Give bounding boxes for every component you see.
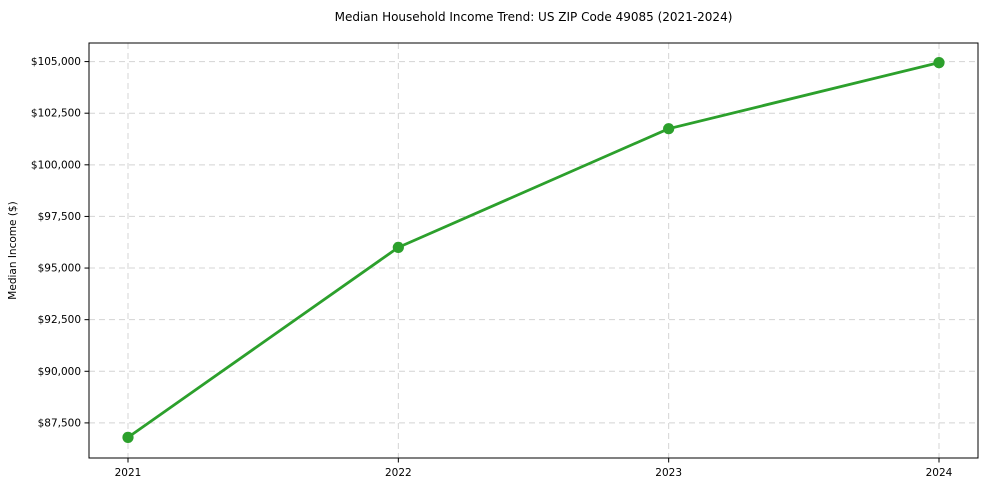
grid-lines (89, 43, 978, 458)
x-tick-label: 2022 (385, 467, 412, 479)
income-series (126, 61, 941, 439)
data-point-2021 (122, 431, 134, 443)
data-points (122, 57, 945, 443)
x-tick-label: 2024 (926, 467, 953, 479)
x-tick-label: 2021 (115, 467, 142, 479)
y-tick-label: $105,000 (31, 56, 81, 68)
income-line (126, 61, 941, 439)
y-tick-label: $95,000 (38, 263, 81, 275)
y-tick-label: $100,000 (31, 159, 81, 171)
y-tick-label: $92,500 (38, 314, 81, 326)
y-tick-label: $87,500 (38, 417, 81, 429)
data-point-2023 (663, 123, 675, 135)
y-tick-label: $90,000 (38, 366, 81, 378)
y-tick-label: $97,500 (38, 211, 81, 223)
chart-title: Median Household Income Trend: US ZIP Co… (335, 10, 733, 24)
x-tick-label: 2023 (655, 467, 682, 479)
data-point-2024 (933, 57, 945, 69)
plot-border (88, 42, 979, 459)
y-tick-label: $102,500 (31, 108, 81, 120)
data-point-2022 (392, 241, 404, 254)
plot-background (89, 43, 978, 458)
y-axis-label: Median Income ($) (7, 201, 19, 299)
x-axis-ticks: 2021 2022 2023 2024 (115, 458, 953, 479)
y-axis-ticks: $87,500 $90,000 $92,500 $95,000 $97,500 $100,… (31, 56, 89, 429)
